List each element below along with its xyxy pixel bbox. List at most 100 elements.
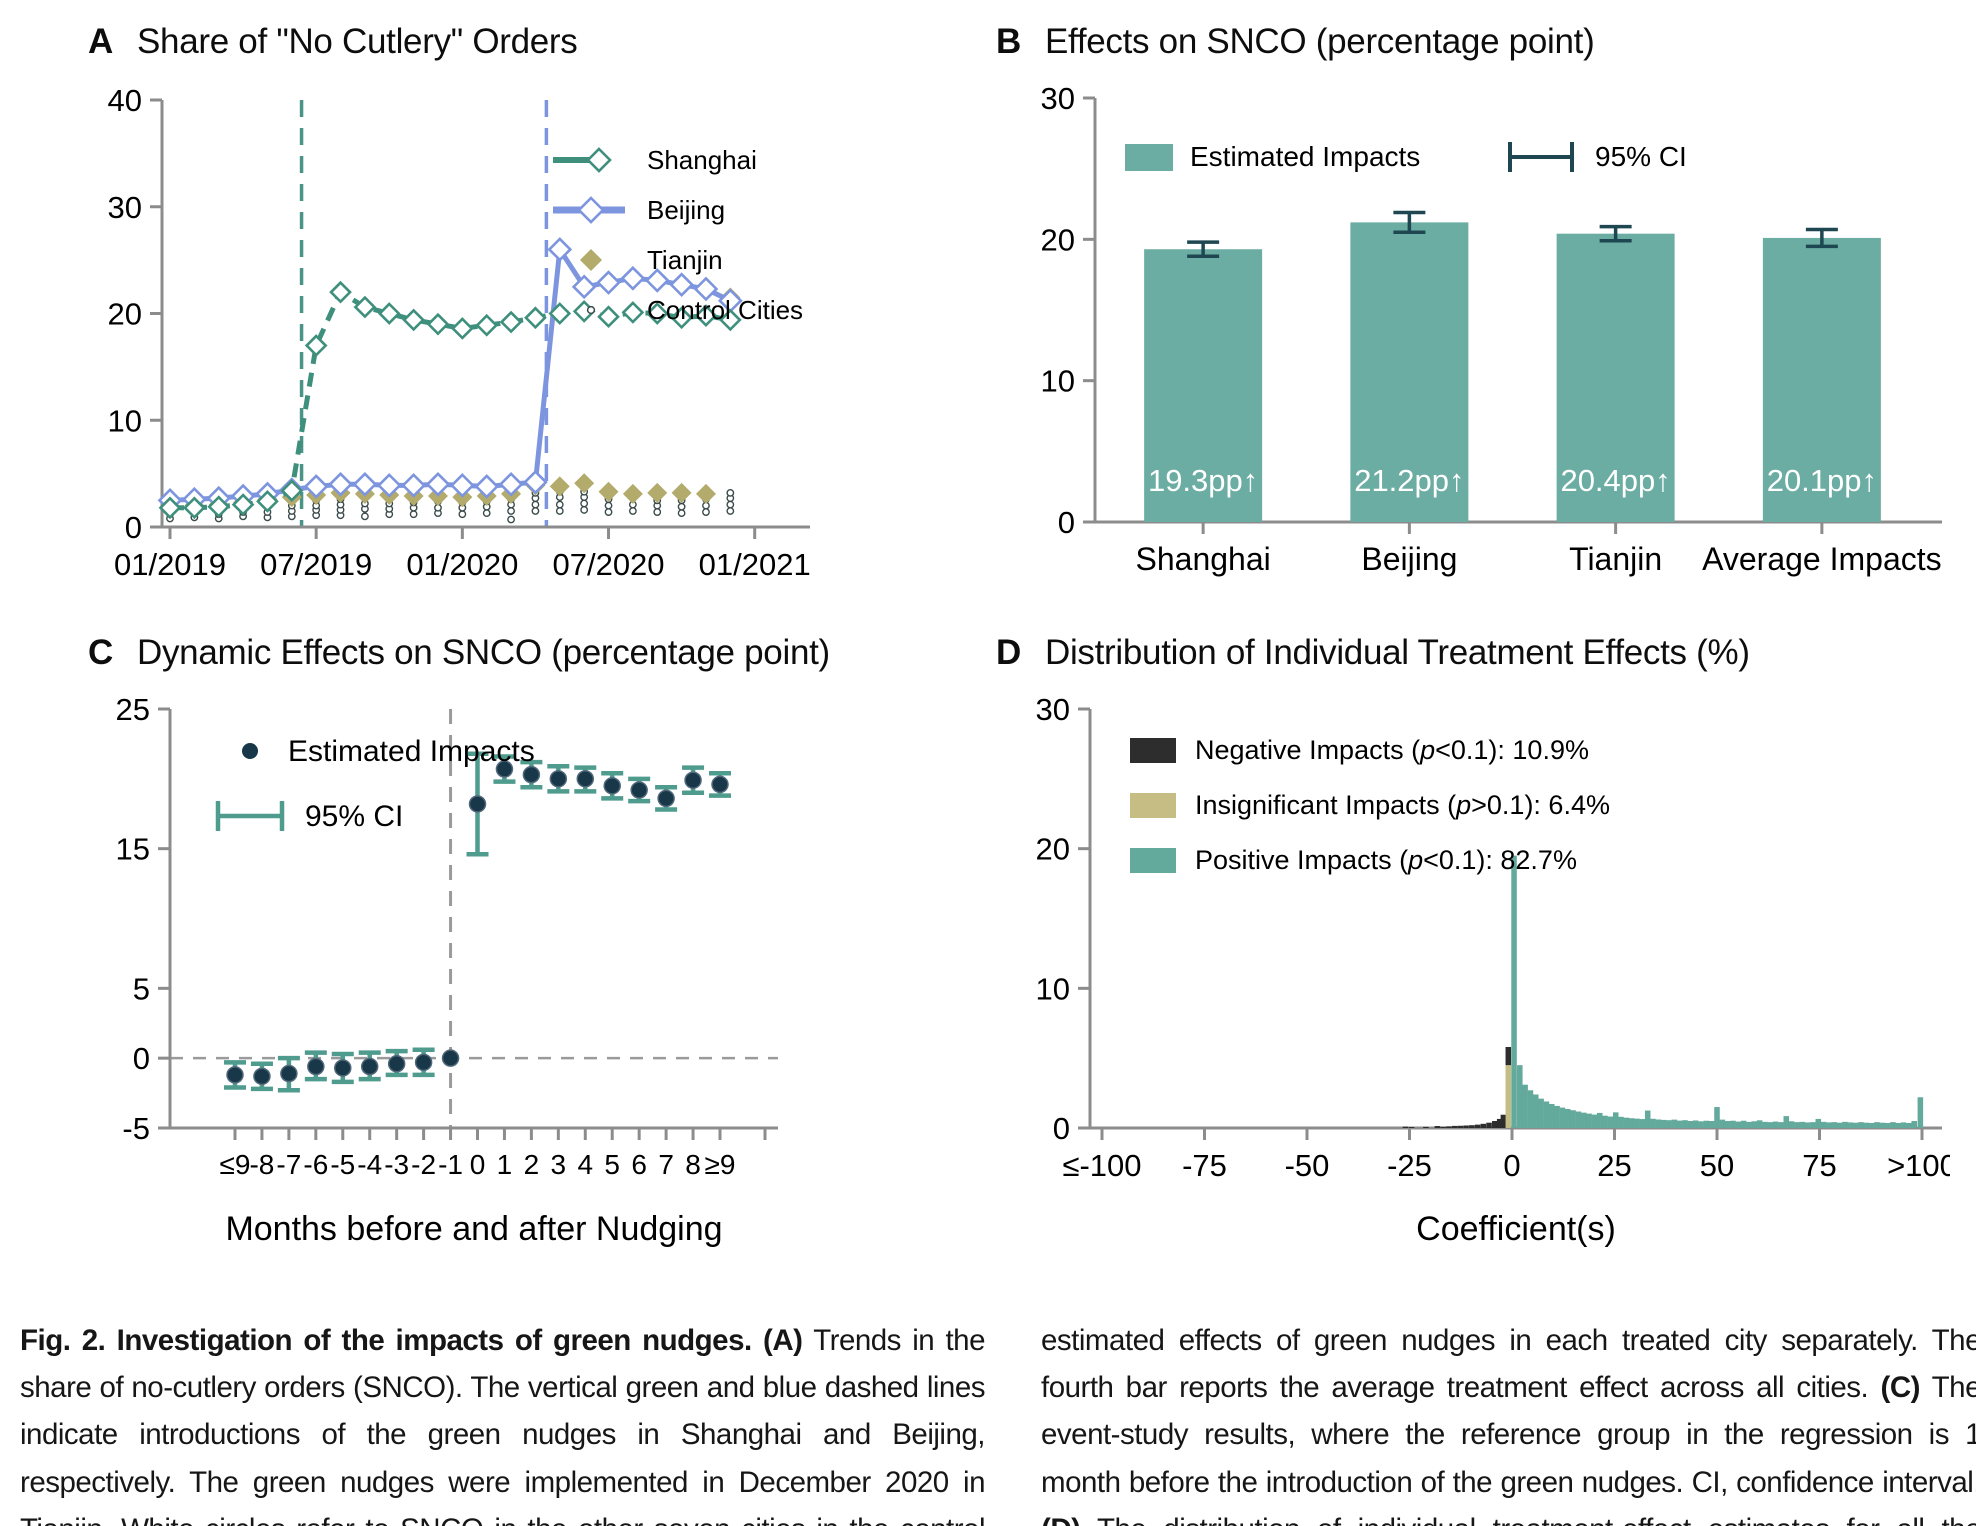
d-x-tick-label: 25 xyxy=(1597,1148,1631,1183)
reference-lines xyxy=(299,100,549,527)
c-x-tick-label: 5 xyxy=(604,1149,620,1180)
d-x-tick-label: 75 xyxy=(1802,1148,1836,1183)
c-x-tick-label: ≤9 xyxy=(220,1149,251,1180)
c-x-tick-label: 3 xyxy=(551,1149,567,1180)
panel-d-label: D xyxy=(996,633,1021,672)
panel-c-title-text: Dynamic Effects on SNCO (percentage poin… xyxy=(136,633,830,672)
b-bar-value-label: 20.1pp↑ xyxy=(1767,463,1877,498)
b-x-tick-label: Shanghai xyxy=(1136,541,1271,577)
b-y-tick-label: 30 xyxy=(1041,81,1075,116)
panel-a-title: A Share of "No Cutlery" Orders xyxy=(88,22,960,62)
series-beijing xyxy=(157,237,743,513)
caption-right-column: estimated effects of green nudges in eac… xyxy=(1041,1317,1976,1526)
c-x-tick-label: 2 xyxy=(524,1149,540,1180)
d-x-tick-label: -50 xyxy=(1285,1148,1330,1183)
c-legend-label: Estimated Impacts xyxy=(288,735,535,768)
a-y-tick-label: 0 xyxy=(125,510,142,545)
d-x-tick-label: 50 xyxy=(1700,1148,1734,1183)
c-x-tick-label: -5 xyxy=(330,1149,355,1180)
panel-a-chart: 0 10 20 30 40 01/2019 07/2019 01/2020 07/2020 01/… xyxy=(108,83,811,582)
a-x-tick-label: 01/2021 xyxy=(699,547,811,582)
caption-segment: Fig. 2. Investigation of the impacts of … xyxy=(20,1324,763,1357)
caption-segment: The distribution of individual treatment… xyxy=(1041,1513,1976,1526)
panel-grid: A Share of "No Cutlery" Orders 0 10 20 30 40 0… xyxy=(20,6,1956,1283)
b-bar-value-label: 19.3pp↑ xyxy=(1148,463,1258,498)
c-x-tick-label: -3 xyxy=(384,1149,409,1180)
b-x-tick-label: Beijing xyxy=(1361,541,1457,577)
panel-d-title: D Distribution of Individual Treatment Ef… xyxy=(996,633,1956,673)
caption-left-column: Fig. 2. Investigation of the impacts of … xyxy=(20,1317,986,1526)
caption-segment: estimated effects of green nudges in eac… xyxy=(1041,1324,1976,1405)
d-y-tick-label: 10 xyxy=(1036,971,1070,1006)
axes: 0 10 20 30 40 01/2019 07/2019 01/2020 07/2020 01/… xyxy=(108,83,811,582)
a-y-tick-label: 10 xyxy=(108,403,142,438)
d-legend-label: Negative Impacts (p<0.1): 10.9% xyxy=(1195,735,1589,765)
c-y-tick-label: 5 xyxy=(133,971,150,1006)
c-x-tick-label: 7 xyxy=(658,1149,674,1180)
caption-segment: The event-study results, where the refer… xyxy=(1041,1371,1976,1499)
c-x-tick-label: 1 xyxy=(497,1149,513,1180)
panel-b-title: B Effects on SNCO (percentage point) xyxy=(996,22,1956,62)
caption-segment: Trends in the share of no-cutlery orders… xyxy=(20,1324,986,1526)
a-legend-label: Control Cities xyxy=(647,295,803,325)
c-x-tick-label: 4 xyxy=(577,1149,593,1180)
d-x-tick-label: -25 xyxy=(1387,1148,1432,1183)
panel-b-label: B xyxy=(996,22,1021,61)
histogram-bars xyxy=(1402,855,1924,1128)
c-x-tick-label: -2 xyxy=(411,1149,436,1180)
panel-a-legend: Shanghai Beijing Tianjin Control Cities xyxy=(553,145,803,325)
panel-b-legend: Estimated Impacts 95% CI xyxy=(1125,141,1687,172)
d-y-tick-label: 30 xyxy=(1036,692,1070,727)
a-y-tick-label: 40 xyxy=(108,83,142,118)
c-x-axis-title: Months before and after Nudging xyxy=(225,1210,722,1248)
d-x-tick-label: -75 xyxy=(1182,1148,1227,1183)
panel-c-title: C Dynamic Effects on SNCO (percentage poi… xyxy=(88,633,960,673)
panel-d-title-text: Distribution of Individual Treatment Eff… xyxy=(1044,633,1750,672)
panel-c-label: C xyxy=(88,633,113,672)
d-x-axis-title: Coefficient(s) xyxy=(1416,1210,1616,1248)
a-x-tick-label: 01/2020 xyxy=(406,547,518,582)
d-x-tick-label: 0 xyxy=(1503,1148,1520,1183)
d-legend-label: Positive Impacts (p<0.1): 82.7% xyxy=(1195,845,1577,875)
d-x-axis-title-text: Coefficient(s) xyxy=(1416,1210,1616,1248)
panel-d: D Distribution of Individual Treatment Ef… xyxy=(990,617,1956,1283)
caption-segment: (D) xyxy=(1041,1513,1081,1526)
a-legend-label: Tianjin xyxy=(647,245,723,275)
b-x-tick-label: Tianjin xyxy=(1569,541,1662,577)
c-x-axis-title-text: Months before and after Nudging xyxy=(225,1210,722,1248)
b-bar-value-label: 21.2pp↑ xyxy=(1354,463,1464,498)
a-y-tick-label: 20 xyxy=(108,297,142,332)
c-x-tick-label: -7 xyxy=(276,1149,301,1180)
c-x-tick-label: -4 xyxy=(357,1149,382,1180)
d-x-tick-label: >100 xyxy=(1887,1148,1950,1183)
figure-caption: Fig. 2. Investigation of the impacts of … xyxy=(20,1317,1976,1526)
a-legend-label: Beijing xyxy=(647,195,725,225)
panel-b-title-text: Effects on SNCO (percentage point) xyxy=(1044,22,1595,61)
panel-a: A Share of "No Cutlery" Orders 0 10 20 30 40 0… xyxy=(20,6,960,617)
axes: 0 10 20 30 ≤-100 -75 -50 -25 0 25 50 75 >100 xyxy=(1036,692,1950,1183)
b-legend-label: Estimated Impacts xyxy=(1190,141,1420,172)
caption-segment: (C) xyxy=(1880,1371,1921,1405)
b-legend-label: 95% CI xyxy=(1595,141,1687,172)
c-y-tick-label: 25 xyxy=(116,692,150,727)
estimates-with-ci xyxy=(224,751,731,1093)
caption-segment: (A) xyxy=(763,1324,803,1357)
a-x-tick-label: 07/2019 xyxy=(260,547,372,582)
bars: 19.3pp↑ Shanghai 21.2pp↑ Beijing 20.4pp↑ Tian… xyxy=(1136,210,1942,577)
panel-b: B Effects on SNCO (percentage point) 0 10 2… xyxy=(990,6,1956,617)
panel-b-chart: 0 10 20 30 19.3pp↑ Shanghai 21.2pp↑ Beijing 20.4… xyxy=(1041,81,1942,577)
c-x-tick-label: -8 xyxy=(249,1149,274,1180)
b-bar-value-label: 20.4pp↑ xyxy=(1560,463,1670,498)
c-x-tick-label: 8 xyxy=(685,1149,701,1180)
d-x-tick-label: ≤-100 xyxy=(1062,1148,1141,1183)
c-y-tick-label: 15 xyxy=(116,832,150,867)
c-x-tick-label: 6 xyxy=(631,1149,647,1180)
c-x-tick-label: -1 xyxy=(438,1149,463,1180)
panel-a-label: A xyxy=(88,22,113,61)
d-y-tick-label: 20 xyxy=(1036,832,1070,867)
c-x-tick-label: -6 xyxy=(303,1149,328,1180)
c-x-tick-label: ≥9 xyxy=(705,1149,736,1180)
